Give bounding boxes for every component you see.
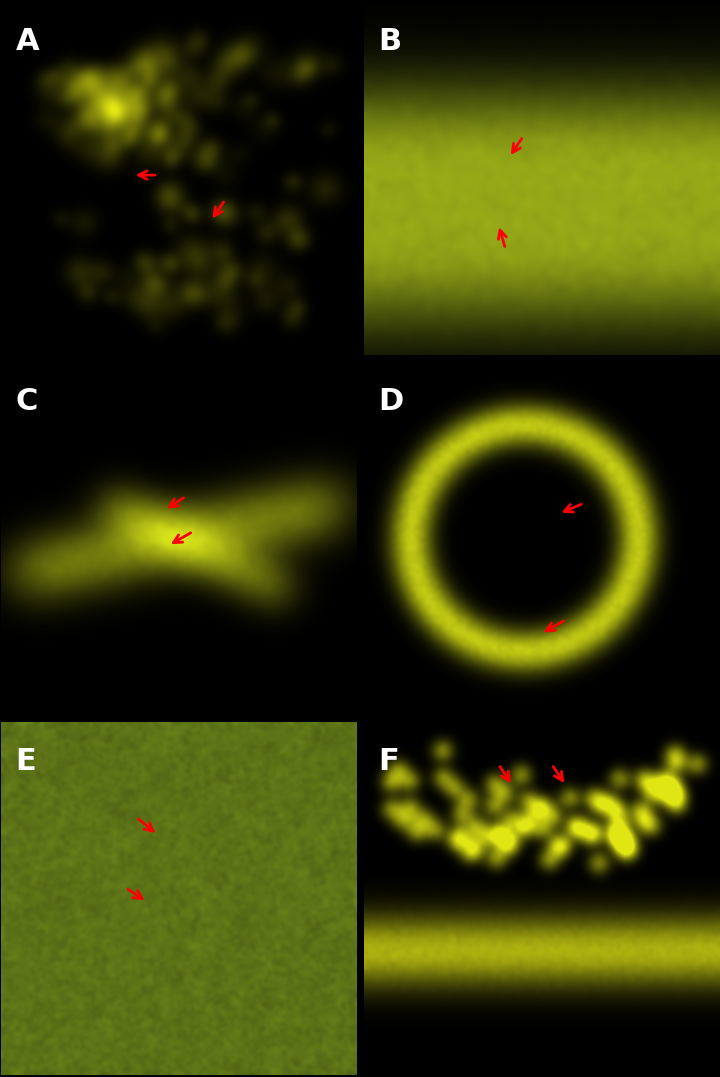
Text: E: E (16, 746, 37, 775)
Text: F: F (378, 746, 398, 775)
Text: D: D (378, 387, 403, 416)
Text: A: A (16, 27, 40, 56)
Text: C: C (16, 387, 38, 416)
Text: B: B (378, 27, 401, 56)
